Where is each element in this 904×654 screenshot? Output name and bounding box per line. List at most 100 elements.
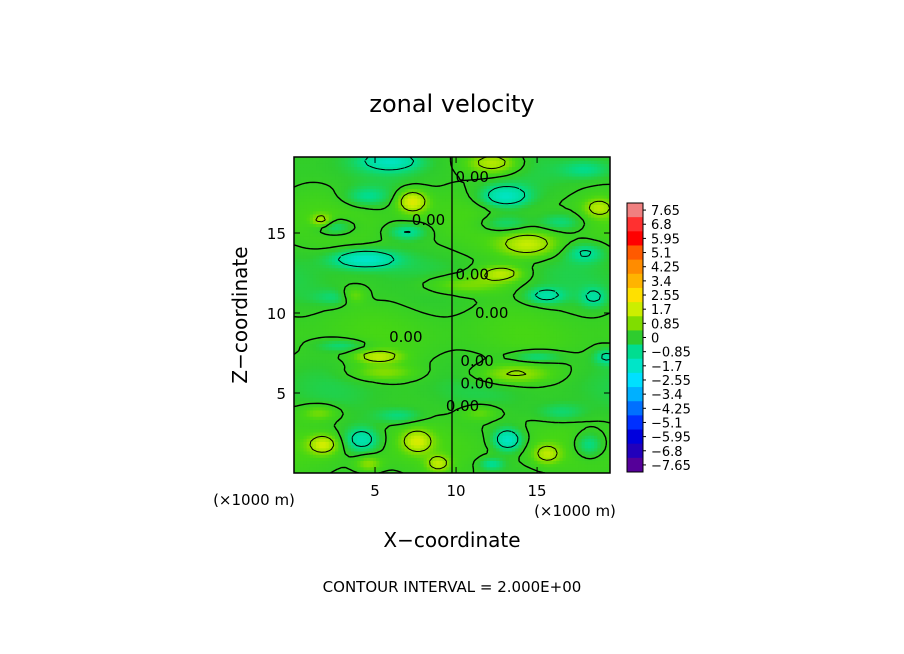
field-cell: [537, 409, 542, 414]
field-cell: [319, 397, 324, 401]
field-cell: [512, 409, 516, 414]
field-cell: [297, 469, 301, 473]
field-cell: [568, 416, 573, 420]
field-cell: [461, 378, 466, 382]
field-cell: [417, 356, 421, 360]
field-cell: [531, 438, 535, 442]
field-cell: [398, 406, 403, 411]
field-cell: [366, 428, 371, 433]
field-cell: [373, 457, 377, 461]
field-cell: [335, 387, 339, 392]
field-cell: [489, 384, 494, 389]
field-cell: [433, 419, 437, 424]
field-cell: [382, 362, 387, 367]
field-cell: [448, 409, 453, 414]
field-cell: [297, 438, 301, 442]
field-cell: [294, 463, 298, 468]
field-cell: [553, 371, 557, 376]
field-cell: [360, 460, 365, 465]
field-cell: [363, 469, 368, 473]
field-cell: [553, 435, 557, 439]
field-cell: [572, 381, 576, 386]
field-cell: [357, 425, 361, 430]
field-cell: [439, 378, 444, 382]
field-cell: [546, 416, 551, 420]
field-cell: [534, 362, 538, 367]
field-cell: [297, 425, 301, 430]
field-cell: [312, 422, 317, 427]
field-cell: [452, 457, 456, 461]
field-cell: [398, 390, 403, 395]
field-cell: [467, 378, 472, 382]
field-cell: [508, 428, 513, 433]
field-cell: [518, 356, 523, 360]
field-cell: [376, 416, 380, 420]
field-cell: [303, 368, 308, 373]
field-cell: [414, 454, 418, 458]
field-cell: [549, 460, 554, 465]
field-cell: [357, 352, 361, 357]
field-cell: [559, 394, 564, 398]
field-cell: [591, 469, 595, 473]
field-cell: [483, 387, 488, 392]
field-cell: [537, 365, 542, 370]
field-cell: [565, 406, 570, 411]
field-cell: [347, 438, 352, 442]
field-cell: [309, 378, 314, 382]
field-cell: [433, 409, 437, 414]
field-cell: [464, 368, 469, 373]
field-cell: [493, 454, 497, 458]
field-cell: [379, 397, 384, 401]
field-cell: [553, 457, 557, 461]
field-cell: [483, 447, 488, 452]
field-cell: [420, 378, 425, 382]
field-cell: [319, 466, 324, 471]
field-cell: [303, 387, 308, 392]
field-cell: [587, 390, 592, 395]
field-cell: [442, 381, 447, 386]
field-cell: [537, 375, 542, 379]
field-cell: [401, 349, 406, 354]
field-cell: [568, 352, 573, 357]
field-cell: [306, 441, 311, 446]
field-cell: [606, 406, 610, 411]
field-cell: [568, 457, 573, 461]
field-cell: [543, 466, 548, 471]
field-cell: [420, 384, 425, 389]
field-cell: [391, 371, 396, 376]
field-cell: [603, 359, 608, 363]
field-cell: [429, 428, 434, 433]
field-cell: [417, 375, 421, 379]
field-cell: [458, 394, 463, 398]
field-cell: [391, 425, 396, 430]
field-cell: [584, 352, 589, 357]
field-cell: [559, 403, 564, 408]
field-cell: [376, 390, 380, 395]
field-cell: [420, 431, 425, 436]
field-cell: [452, 441, 456, 446]
field-cell: [401, 419, 406, 424]
field-cell: [549, 384, 554, 389]
field-cell: [294, 403, 298, 408]
field-cell: [572, 466, 576, 471]
field-cell: [565, 425, 570, 430]
field-cell: [477, 450, 482, 455]
field-cell: [543, 397, 548, 401]
field-cell: [423, 469, 428, 473]
field-cell: [363, 454, 368, 458]
field-cell: [366, 435, 371, 439]
field-cell: [303, 444, 308, 449]
field-cell: [591, 450, 595, 455]
field-cell: [537, 356, 542, 360]
field-cell: [587, 403, 592, 408]
field-cell: [442, 346, 447, 351]
field-cell: [312, 438, 317, 442]
field-cell: [448, 403, 453, 408]
field-cell: [455, 454, 459, 458]
field-cell: [489, 425, 494, 430]
field-cell: [534, 409, 538, 414]
field-cell: [426, 356, 431, 360]
field-cell: [518, 457, 523, 461]
field-cell: [407, 412, 412, 417]
field-cell: [341, 469, 346, 473]
